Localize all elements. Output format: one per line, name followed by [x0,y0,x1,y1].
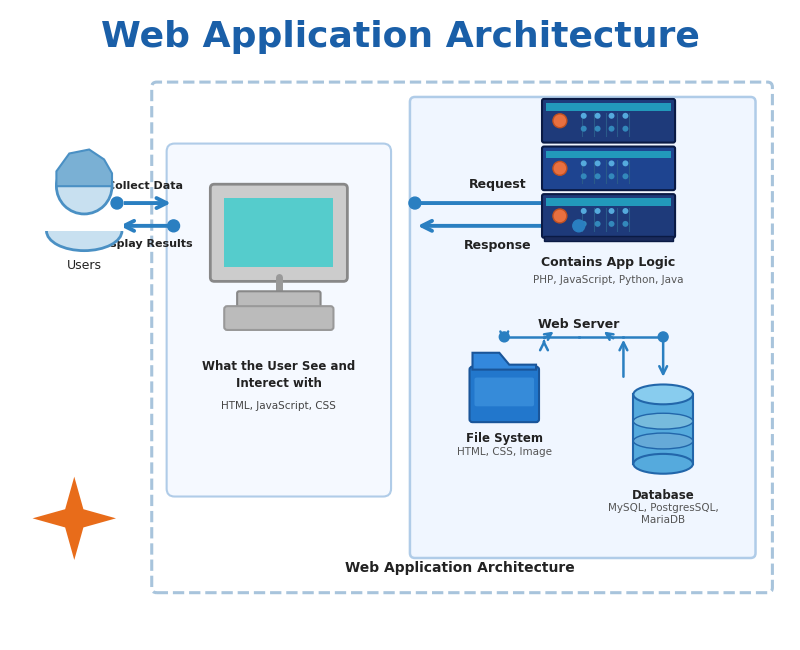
Text: Display Results: Display Results [97,239,193,249]
Circle shape [581,221,586,227]
FancyBboxPatch shape [166,144,391,497]
Circle shape [594,174,601,179]
Polygon shape [57,150,112,186]
Circle shape [609,174,614,179]
Text: Users: Users [66,259,102,272]
FancyBboxPatch shape [224,198,334,268]
Circle shape [622,174,629,179]
Circle shape [168,220,179,232]
Text: PHP, JavaScript, Python, Java: PHP, JavaScript, Python, Java [534,276,684,285]
Circle shape [553,114,567,127]
Circle shape [581,161,586,166]
Circle shape [581,174,586,179]
Text: Web Application Architecture: Web Application Architecture [101,21,699,55]
FancyBboxPatch shape [470,367,539,422]
Ellipse shape [634,454,693,474]
FancyBboxPatch shape [542,99,675,142]
Circle shape [609,221,614,227]
Circle shape [622,221,629,227]
Circle shape [609,125,614,132]
Circle shape [573,220,585,232]
Text: HTML, CSS, Image: HTML, CSS, Image [457,447,552,457]
Circle shape [622,208,629,214]
FancyBboxPatch shape [542,146,675,190]
Ellipse shape [634,385,693,404]
Circle shape [594,221,601,227]
Text: Collect Data: Collect Data [106,181,182,191]
Circle shape [622,113,629,119]
Circle shape [111,197,123,209]
FancyBboxPatch shape [410,97,755,558]
Circle shape [553,161,567,176]
Polygon shape [33,476,116,560]
FancyBboxPatch shape [542,194,675,238]
Text: Web Application Architecture: Web Application Architecture [345,561,574,575]
Circle shape [622,161,629,166]
FancyBboxPatch shape [72,197,96,219]
Circle shape [609,208,614,214]
Ellipse shape [634,433,693,449]
Text: HTML, JavaScript, CSS: HTML, JavaScript, CSS [222,401,336,411]
FancyBboxPatch shape [210,184,347,281]
Circle shape [609,161,614,166]
Circle shape [594,125,601,132]
Circle shape [594,113,601,119]
Text: Web Server: Web Server [538,318,619,332]
Text: MySQL, PostgresSQL,
MariaDB: MySQL, PostgresSQL, MariaDB [608,504,718,525]
Circle shape [581,208,586,214]
FancyBboxPatch shape [544,236,673,240]
Text: What the User See and
Interect with: What the User See and Interect with [202,359,355,390]
Text: Response: Response [463,239,531,252]
FancyBboxPatch shape [546,198,671,206]
Ellipse shape [634,413,693,429]
Text: Contains App Logic: Contains App Logic [542,255,676,268]
Circle shape [594,161,601,166]
FancyBboxPatch shape [546,103,671,111]
FancyBboxPatch shape [224,306,334,330]
Circle shape [658,332,668,342]
Text: File System: File System [466,432,542,445]
Circle shape [609,113,614,119]
Ellipse shape [46,211,122,251]
Circle shape [581,113,586,119]
Circle shape [499,332,510,342]
Text: Database: Database [632,489,694,502]
Circle shape [622,125,629,132]
FancyBboxPatch shape [237,291,321,309]
Text: Request: Request [469,178,526,191]
FancyBboxPatch shape [45,201,124,231]
Circle shape [553,209,567,223]
FancyBboxPatch shape [546,151,671,159]
Polygon shape [473,353,536,370]
FancyBboxPatch shape [634,395,693,464]
FancyBboxPatch shape [474,378,534,406]
Circle shape [594,208,601,214]
Circle shape [57,159,112,214]
Circle shape [581,125,586,132]
Circle shape [409,197,421,209]
